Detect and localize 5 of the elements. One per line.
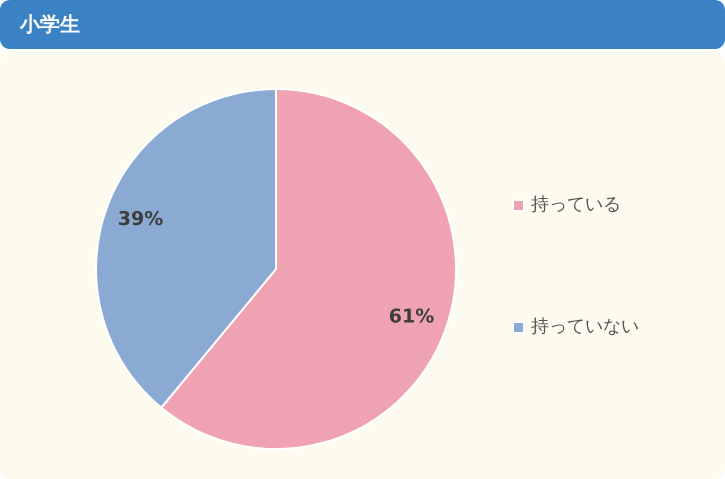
legend-label: 持っていない — [531, 316, 639, 338]
chart-title: 小学生 — [20, 11, 80, 37]
data-label: 39% — [118, 208, 164, 230]
data-label: 61% — [388, 306, 434, 328]
legend-label: 持っている — [531, 194, 621, 216]
